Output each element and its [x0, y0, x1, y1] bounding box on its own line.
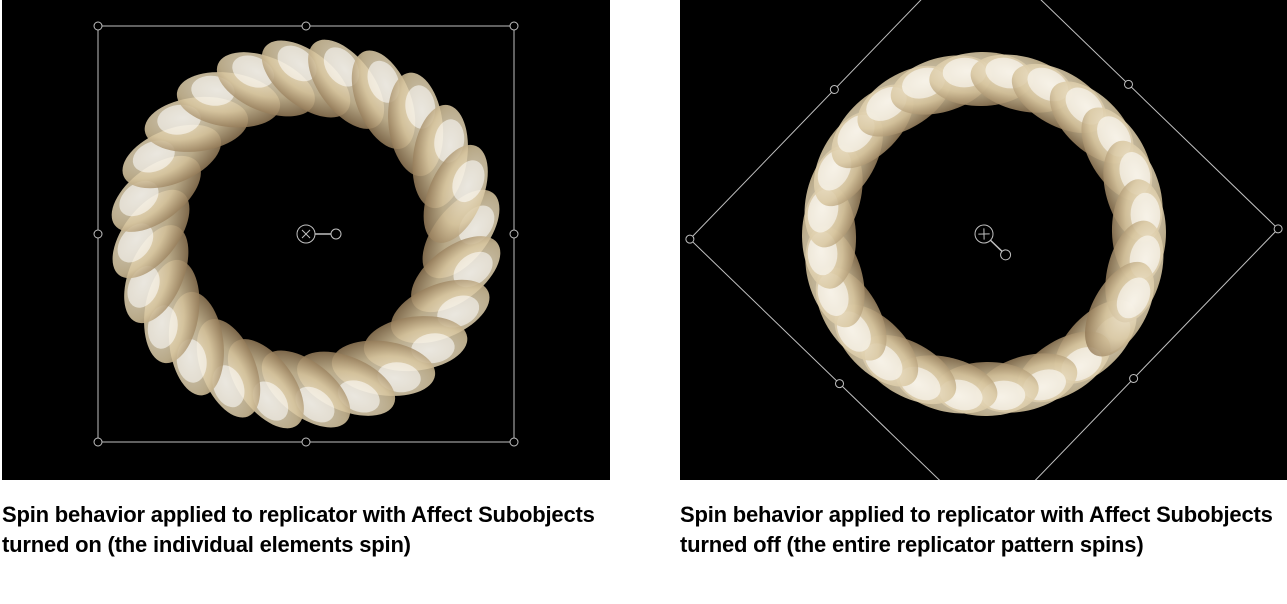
right-viewport [680, 0, 1287, 480]
bbox-handle[interactable] [510, 230, 518, 238]
comparison-figure: Spin behavior applied to replicator with… [0, 0, 1287, 559]
right-canvas[interactable] [680, 0, 1287, 480]
left-panel: Spin behavior applied to replicator with… [2, 0, 610, 559]
bbox-handle[interactable] [94, 438, 102, 446]
bbox-handle[interactable] [302, 438, 310, 446]
left-viewport [2, 0, 610, 480]
bbox-handle[interactable] [94, 230, 102, 238]
left-canvas[interactable] [2, 0, 610, 480]
bbox-handle[interactable] [302, 22, 310, 30]
anchor-handle[interactable] [331, 229, 341, 239]
bbox-handle[interactable] [510, 22, 518, 30]
bbox-handle[interactable] [94, 22, 102, 30]
right-caption: Spin behavior applied to replicator with… [680, 500, 1287, 559]
right-panel: Spin behavior applied to replicator with… [680, 0, 1287, 559]
left-caption: Spin behavior applied to replicator with… [2, 500, 610, 559]
bbox-handle[interactable] [510, 438, 518, 446]
